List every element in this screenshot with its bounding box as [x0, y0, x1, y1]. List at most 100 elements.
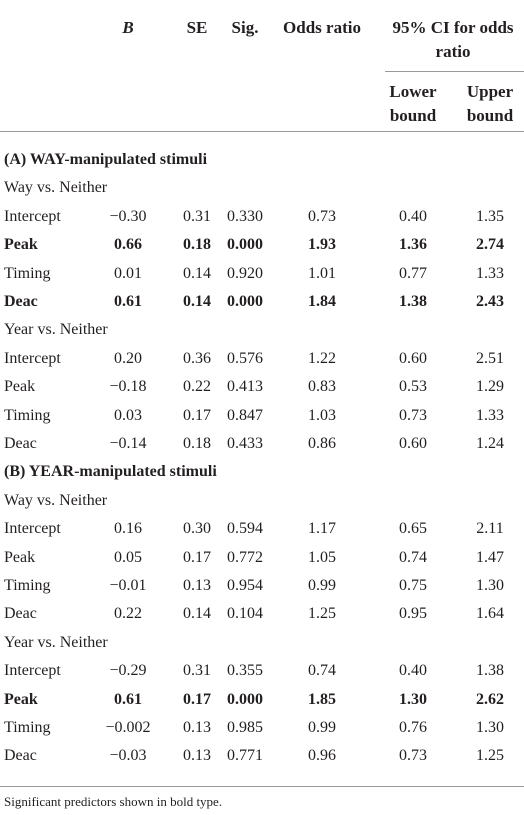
cell-value: 1.38: [399, 293, 427, 310]
cell-value: 0.75: [399, 577, 427, 594]
cell-value: 0.95: [399, 605, 427, 623]
row-label: Peak: [4, 378, 36, 396]
cell-value: 0.330: [227, 207, 263, 225]
cell-value: 0.30: [183, 520, 211, 538]
group-title: Year vs. Neither: [4, 633, 108, 651]
cell-value: 2.74: [476, 236, 504, 254]
cell-value: 1.05: [308, 548, 336, 566]
cell-value: 0.96: [308, 747, 336, 765]
cell-value: 0.99: [308, 577, 336, 594]
cell-value: 0.18: [183, 435, 211, 452]
cell-value: 0.771: [227, 747, 263, 765]
cell-value: 0.14: [183, 293, 211, 310]
cell-value: 0.36: [183, 349, 211, 367]
row-label: Intercept: [4, 662, 61, 680]
column-header: Odds ratio: [283, 18, 361, 37]
cell-value: 1.17: [308, 520, 336, 538]
cell-value: 0.31: [183, 662, 211, 680]
row-label: Timing: [4, 719, 51, 736]
section-title: (A) WAY-manipulated stimuli: [4, 151, 208, 168]
cell-value: 0.22: [114, 605, 142, 623]
cell-value: 1.29: [476, 378, 504, 396]
cell-value: 0.73: [308, 207, 336, 225]
cell-value: 1.35: [476, 207, 504, 225]
row-label: Peak: [4, 690, 38, 708]
cell-value: 0.594: [227, 520, 263, 538]
group-title: Way vs. Neither: [4, 179, 108, 197]
cell-value: 0.22: [183, 378, 211, 396]
cell-value: 0.16: [114, 520, 142, 538]
cell-value: 0.83: [308, 378, 336, 396]
ci-rule: [385, 71, 524, 72]
cell-value: 0.433: [227, 435, 263, 452]
cell-value: 0.13: [183, 577, 211, 594]
cell-value: 0.985: [227, 719, 263, 736]
cell-value: −0.01: [109, 577, 147, 594]
cell-value: 0.03: [114, 406, 142, 424]
cell-value: 1.36: [399, 236, 427, 254]
cell-value: 0.920: [227, 264, 263, 282]
cell-value: 0.53: [399, 378, 427, 396]
row-label: Timing: [4, 406, 51, 424]
cell-value: 0.17: [183, 690, 211, 708]
cell-value: 1.84: [308, 293, 336, 310]
cell-value: −0.29: [109, 662, 147, 680]
row-label: Peak: [4, 548, 36, 566]
cell-value: −0.30: [109, 207, 147, 225]
cell-value: 0.05: [114, 548, 142, 566]
cell-value: 2.62: [476, 690, 504, 708]
cell-value: −0.14: [109, 435, 147, 452]
cell-value: 1.22: [308, 349, 336, 367]
cell-value: 2.11: [476, 520, 504, 538]
cell-value: 2.43: [476, 293, 504, 310]
row-label: Timing: [4, 577, 51, 594]
cell-value: 0.61: [114, 690, 142, 708]
row-label: Intercept: [4, 349, 61, 367]
cell-value: 0.40: [399, 662, 427, 680]
group-title: Year vs. Neither: [4, 321, 108, 339]
cell-value: 0.60: [399, 349, 427, 367]
ci-column-header: Lower bound: [389, 82, 437, 125]
cell-value: 0.355: [227, 662, 263, 680]
cell-value: 0.74: [399, 548, 427, 566]
cell-value: 0.104: [227, 605, 263, 623]
cell-value: 0.14: [183, 264, 211, 282]
cell-value: 0.40: [399, 207, 427, 225]
ci-header: 95% CI for odds ratio: [392, 18, 514, 61]
row-label: Deac: [4, 435, 37, 452]
cell-value: 1.01: [308, 264, 336, 282]
cell-value: 1.85: [308, 690, 336, 708]
column-header: Sig.: [231, 18, 259, 37]
cell-value: 1.93: [308, 236, 336, 254]
cell-value: 0.847: [227, 406, 263, 424]
cell-value: 1.33: [476, 264, 504, 282]
cell-value: 0.66: [114, 236, 142, 254]
cell-value: 0.77: [399, 264, 427, 282]
cell-value: 0.01: [114, 264, 142, 282]
cell-value: 0.31: [183, 207, 211, 225]
cell-value: 0.20: [114, 349, 142, 367]
row-label: Intercept: [4, 207, 61, 225]
cell-value: 1.24: [476, 435, 504, 452]
cell-value: 0.14: [183, 605, 211, 623]
cell-value: 0.000: [227, 293, 263, 310]
row-label: Deac: [4, 747, 37, 765]
cell-value: 0.954: [227, 577, 263, 594]
cell-value: 0.17: [183, 406, 211, 424]
row-label: Deac: [4, 605, 37, 623]
cell-value: 0.18: [183, 236, 211, 254]
cell-value: 0.86: [308, 435, 336, 452]
section-title: (B) YEAR-manipulated stimuli: [4, 463, 217, 481]
cell-value: 0.13: [183, 747, 211, 765]
group-title: Way vs. Neither: [4, 491, 108, 509]
row-label: Peak: [4, 236, 38, 254]
cell-value: 0.576: [227, 349, 263, 367]
cell-value: 0.772: [227, 548, 263, 566]
header-rule: [0, 131, 524, 132]
cell-value: 1.47: [476, 548, 504, 566]
cell-value: 0.000: [227, 236, 263, 254]
ci-column-header: Upper bound: [466, 82, 514, 125]
cell-value: 0.13: [183, 719, 211, 736]
row-label: Intercept: [4, 520, 61, 538]
cell-value: 1.30: [476, 719, 504, 736]
